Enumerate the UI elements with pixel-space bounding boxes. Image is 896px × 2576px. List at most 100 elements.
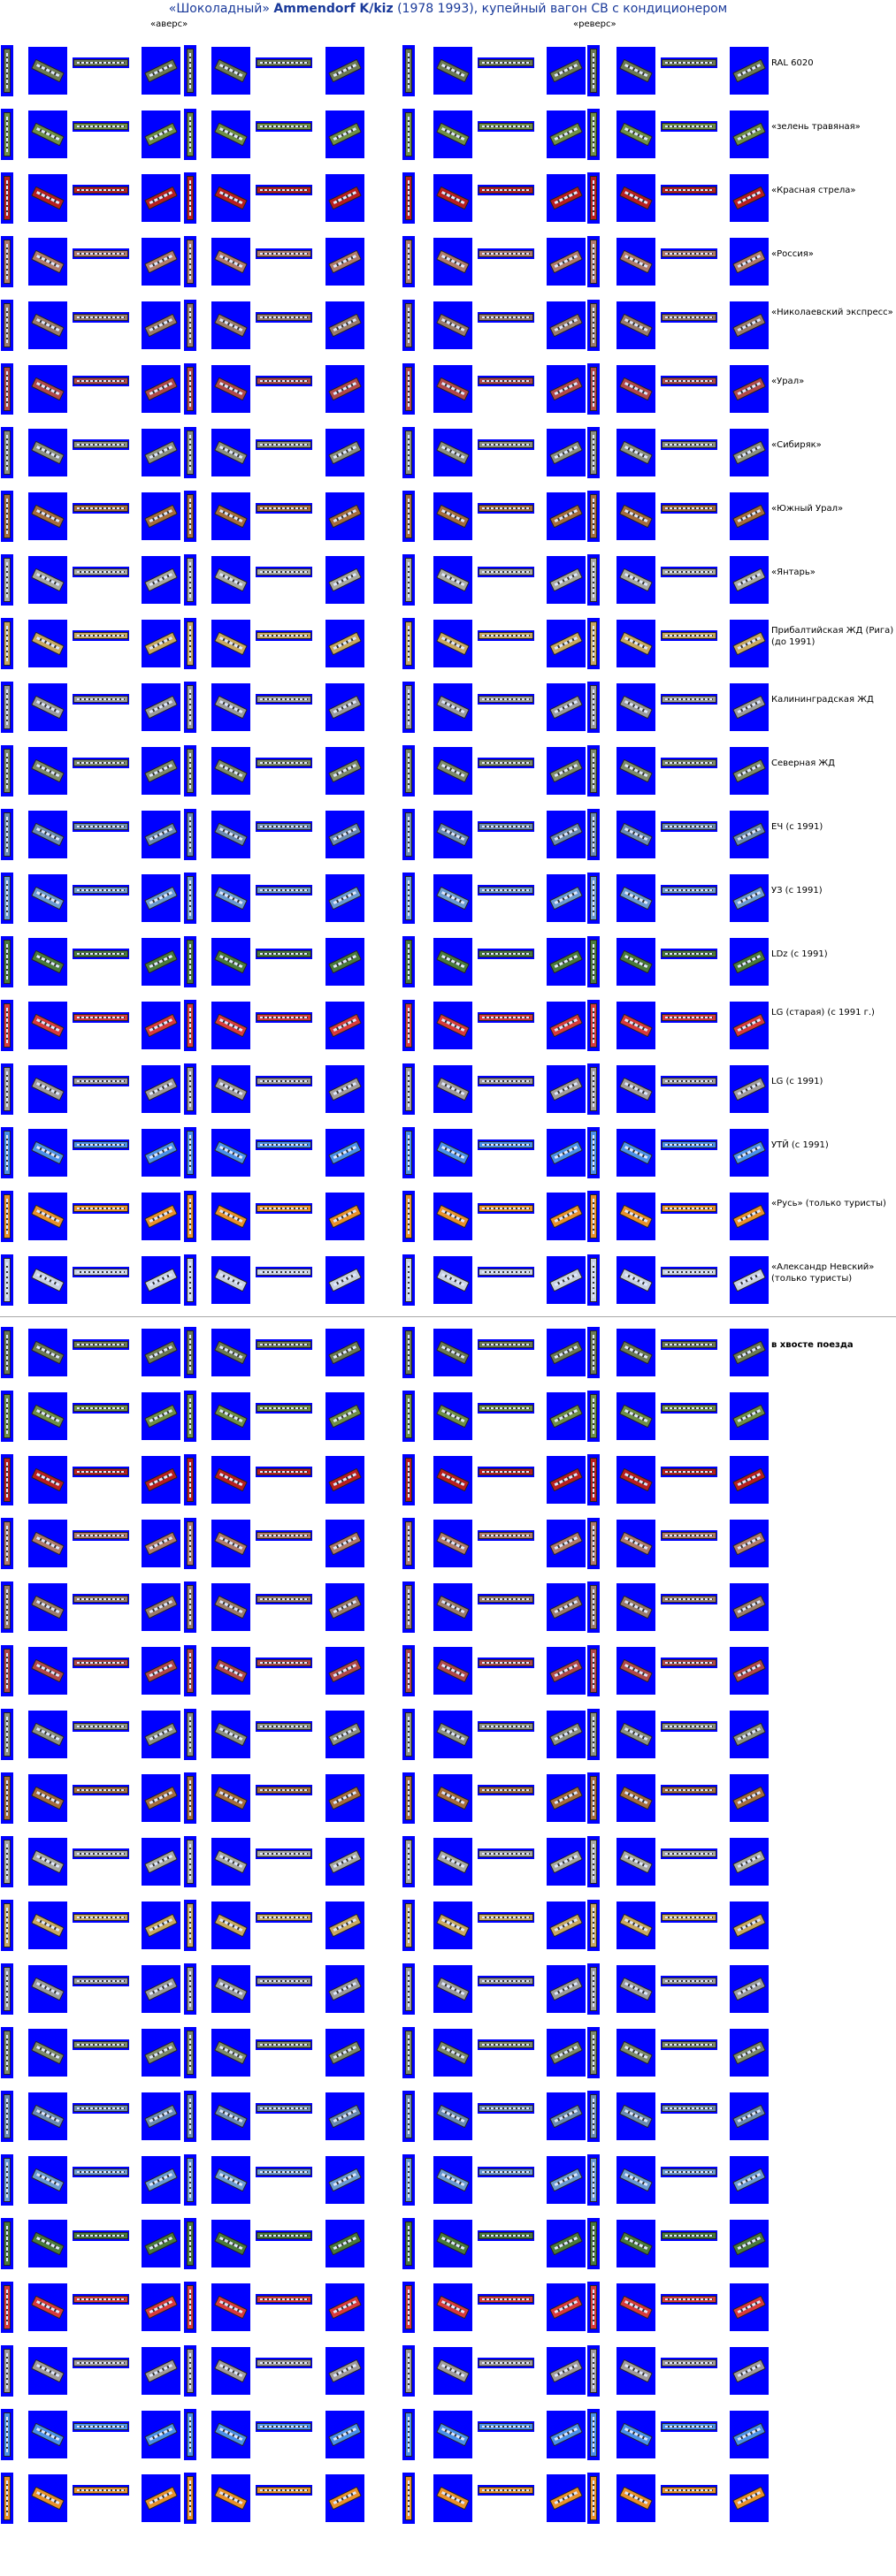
wagon-sprite-diagonal xyxy=(433,683,472,731)
wagon-sprite-horizontal xyxy=(73,2103,129,2114)
wagon-body xyxy=(436,1977,470,2001)
livery-row xyxy=(0,1513,896,1576)
wagon-sprite-horizontal xyxy=(478,1912,534,1923)
wagon-body xyxy=(31,440,65,465)
wagon-sprite-diagonal xyxy=(730,2220,769,2267)
livery-row: LDz (с 1991) xyxy=(0,931,896,995)
wagon-body xyxy=(732,1340,766,1365)
wagon-body xyxy=(732,504,766,529)
wagon-body xyxy=(405,1003,412,1048)
wagon-body xyxy=(405,1330,412,1375)
wagon-body xyxy=(187,303,194,347)
wagon-sprite-diagonal xyxy=(28,683,67,731)
wagon-sprite-horizontal xyxy=(478,2358,534,2368)
wagon-body xyxy=(662,1596,716,1603)
wagon-body xyxy=(436,1013,470,1038)
wagon-sprite-diagonal xyxy=(325,2092,364,2140)
wagon-sprite-horizontal xyxy=(478,1976,534,1986)
wagon-sprite-diagonal xyxy=(28,2474,67,2522)
wagon-sprite-vertical xyxy=(184,1518,196,1569)
wagon-sprite-horizontal xyxy=(256,1076,312,1086)
wagon-sprite-horizontal xyxy=(661,1076,717,1086)
wagon-sprite-vertical xyxy=(587,2282,600,2333)
wagon-body xyxy=(590,1258,597,1302)
wagon-sprite-vertical xyxy=(1,745,13,796)
wagon-sprite-diagonal xyxy=(547,1456,586,1504)
wagon-sprite-vertical xyxy=(402,2409,415,2460)
wagon-sprite-horizontal xyxy=(478,2485,534,2496)
wagon-sprite-diagonal xyxy=(616,2156,655,2204)
wagon-sprite-vertical xyxy=(1,1127,13,1178)
wagon-body xyxy=(436,2231,470,2256)
wagon-sprite-diagonal xyxy=(28,2411,67,2458)
wagon-body xyxy=(405,876,412,920)
wagon-sprite-horizontal xyxy=(256,2294,312,2305)
wagon-sprite-vertical xyxy=(1,1900,13,1951)
wagon-sprite-diagonal xyxy=(433,620,472,667)
wagon-sprite-vertical xyxy=(587,363,600,415)
wagon-body xyxy=(328,2104,362,2129)
livery-row xyxy=(0,1385,896,1449)
wagon-sprite-diagonal xyxy=(28,2029,67,2077)
wagon-sprite-diagonal xyxy=(28,1129,67,1177)
wagon-body xyxy=(590,558,597,602)
wagon-body xyxy=(4,303,11,347)
wagon-body xyxy=(4,1067,11,1111)
wagon-body xyxy=(405,49,412,93)
wagon-sprite-diagonal xyxy=(142,1256,180,1304)
wagon-sprite-diagonal xyxy=(142,429,180,476)
wagon-sprite-diagonal xyxy=(28,1329,67,1376)
wagon-body xyxy=(619,1913,653,1938)
wagon-body xyxy=(405,1194,412,1238)
wagon-body xyxy=(590,112,597,156)
wagon-sprite-diagonal xyxy=(433,874,472,922)
wagon-sprite-horizontal xyxy=(73,2294,129,2305)
wagon-body xyxy=(73,1269,128,1276)
wagon-body xyxy=(257,1205,311,1212)
wagon-sprite-diagonal xyxy=(28,811,67,858)
wagon-sprite-horizontal xyxy=(73,2485,129,2496)
wagon-sprite-diagonal xyxy=(547,2283,586,2331)
wagon-sprite-diagonal xyxy=(730,1583,769,1631)
wagon-body xyxy=(549,440,583,465)
wagon-body xyxy=(479,2168,533,2176)
wagon-sprite-diagonal xyxy=(142,938,180,986)
wagon-body xyxy=(436,1467,470,1492)
wagon-body xyxy=(662,1269,716,1276)
livery-row: УЗ (с 1991) xyxy=(0,867,896,931)
wagon-body xyxy=(214,949,248,974)
wagon-body xyxy=(31,2040,65,2065)
wagon-body xyxy=(328,1268,362,1292)
wagon-sprite-diagonal xyxy=(325,1456,364,1504)
wagon-sprite-diagonal xyxy=(730,238,769,286)
wagon-sprite-diagonal xyxy=(211,1392,250,1440)
wagon-sprite-diagonal xyxy=(433,1647,472,1695)
wagon-sprite-diagonal xyxy=(616,174,655,222)
wagon-body xyxy=(328,1140,362,1165)
wagon-body xyxy=(479,2232,533,2239)
wagon-body xyxy=(214,1404,248,1429)
wagon-sprite-diagonal xyxy=(142,492,180,540)
wagon-body xyxy=(257,1978,311,1985)
wagon-sprite-vertical xyxy=(184,236,196,287)
wagon-sprite-vertical xyxy=(1,1772,13,1824)
livery-name: «Южный Урал» xyxy=(771,504,844,514)
wagon-body xyxy=(187,1712,194,1757)
wagon-sprite-vertical xyxy=(587,2091,600,2142)
wagon-sprite-vertical xyxy=(587,1772,600,1824)
wagon-body xyxy=(479,2487,533,2494)
wagon-body xyxy=(405,2349,412,2393)
wagon-body xyxy=(436,1531,470,1556)
wagon-body xyxy=(214,377,248,401)
wagon-sprite-vertical xyxy=(587,1836,600,1887)
wagon-sprite-horizontal xyxy=(73,57,129,68)
wagon-body xyxy=(328,313,362,338)
wagon-sprite-diagonal xyxy=(433,1193,472,1240)
livery-row: «Александр Невский» (только туристы) xyxy=(0,1249,896,1313)
wagon-body xyxy=(662,2041,716,2048)
wagon-body xyxy=(187,2412,194,2457)
wagon-sprite-horizontal xyxy=(478,1139,534,1150)
wagon-sprite-diagonal xyxy=(211,47,250,95)
wagon-body xyxy=(732,2359,766,2383)
wagon-sprite-vertical xyxy=(587,1063,600,1115)
